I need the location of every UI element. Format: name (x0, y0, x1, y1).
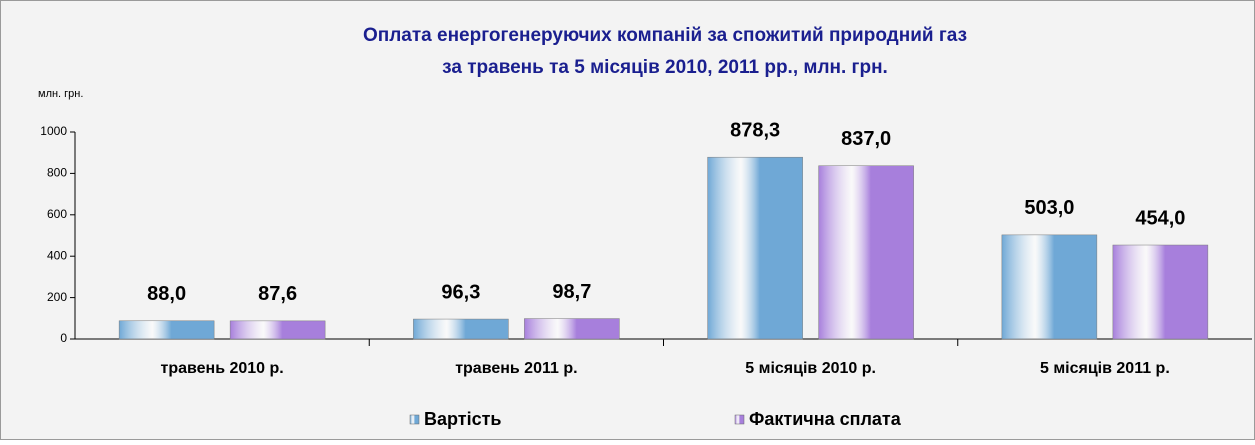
y-tick-label: 200 (47, 290, 67, 304)
value-label: 96,3 (441, 281, 480, 303)
x-tick-label: травень 2011 р. (455, 360, 577, 377)
y-tick-label: 0 (60, 331, 67, 345)
value-label: 503,0 (1024, 197, 1074, 219)
value-label: 454,0 (1135, 207, 1185, 229)
chart-subtitle: за травень та 5 місяців 2010, 2011 рр., … (442, 57, 888, 78)
y-tick-label: 800 (47, 166, 67, 180)
value-label: 878,3 (730, 119, 780, 141)
y-axis-label: млн. грн. (38, 88, 83, 100)
value-label: 87,6 (258, 283, 297, 305)
legend-swatch (409, 414, 420, 425)
bar (118, 320, 215, 340)
y-tick-label: 1000 (40, 124, 67, 138)
value-label: 837,0 (841, 128, 891, 150)
legend-swatch (734, 414, 745, 425)
bar (229, 320, 326, 340)
bar (413, 318, 509, 340)
bar (707, 156, 803, 340)
x-tick-label: 5 місяців 2011 р. (1040, 360, 1170, 377)
y-tick-label: 600 (47, 207, 67, 221)
x-tick-label: 5 місяців 2010 р. (745, 360, 876, 377)
value-label: 88,0 (147, 283, 186, 305)
bar (818, 165, 914, 340)
chart-title: Оплата енергогенеруючих компаній за спож… (363, 25, 967, 46)
legend-label: Фактична сплата (749, 409, 902, 429)
bar (1001, 234, 1098, 340)
legend-label: Вартість (424, 409, 501, 429)
value-label: 98,7 (552, 281, 591, 303)
y-tick-label: 400 (47, 248, 67, 262)
bar (1112, 244, 1209, 340)
x-tick-label: травень 2010 р. (161, 360, 284, 377)
bar (524, 318, 620, 340)
